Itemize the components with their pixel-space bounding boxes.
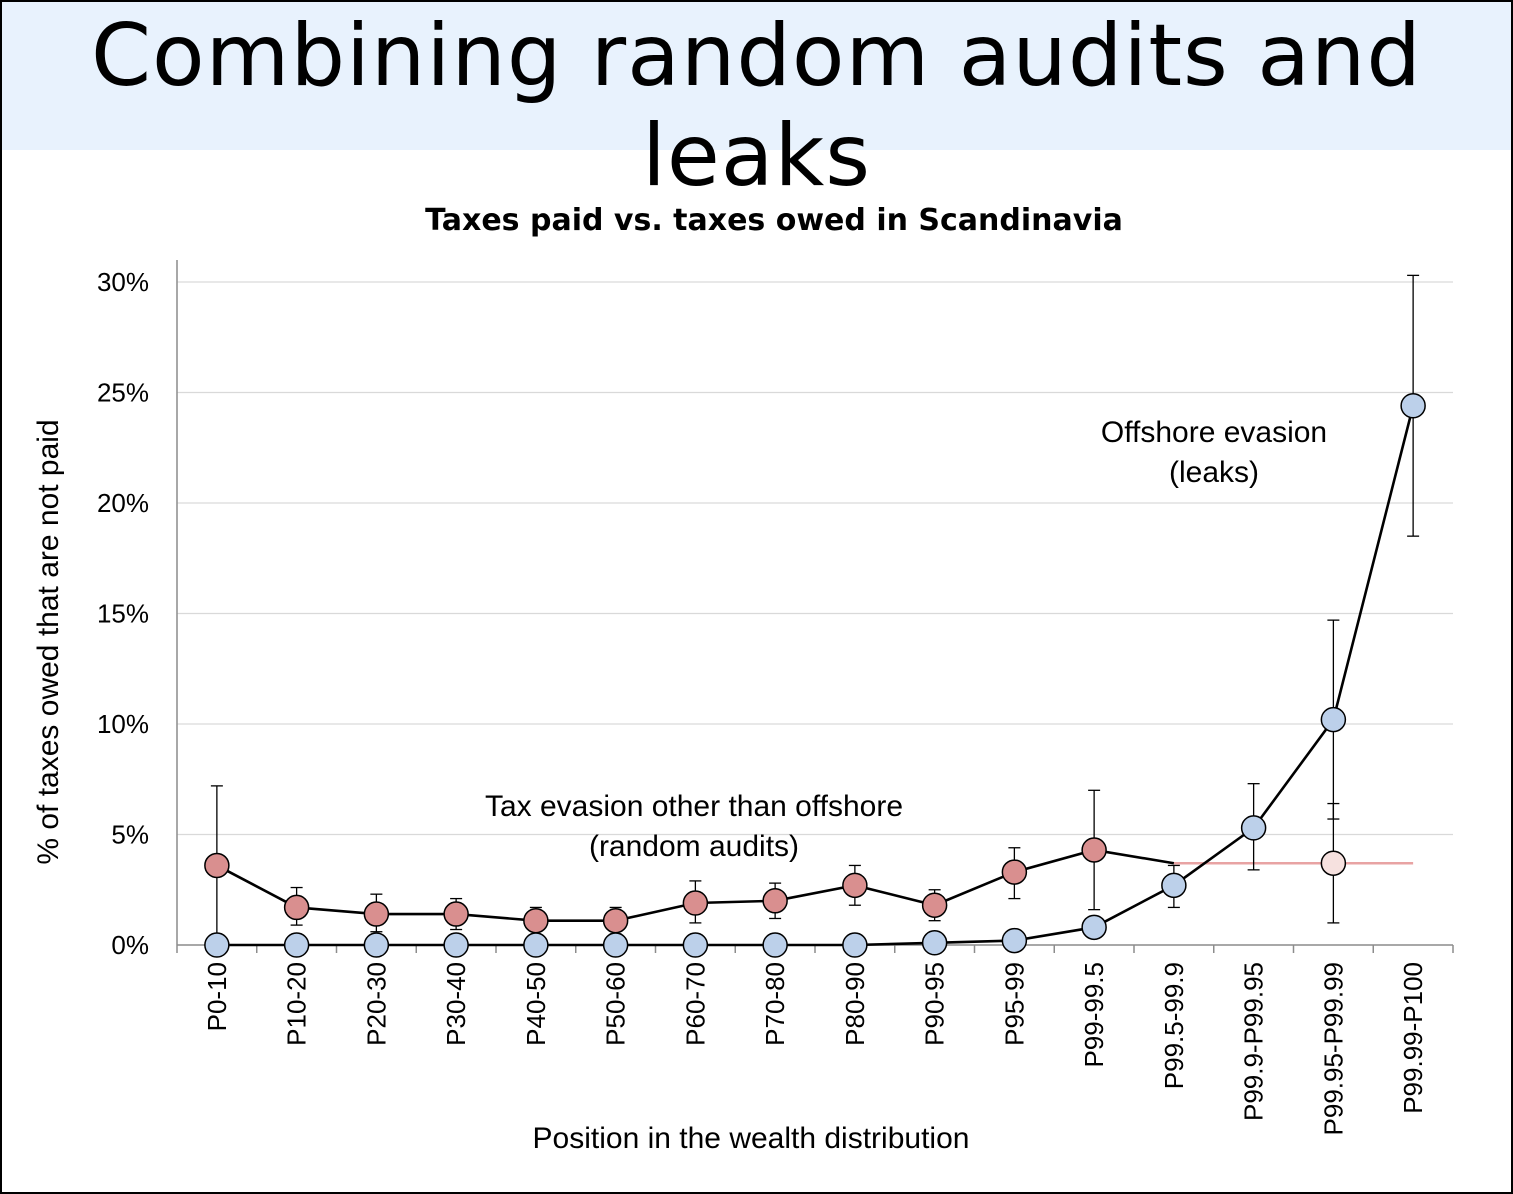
audit-point <box>443 901 469 927</box>
audit-point <box>283 894 310 921</box>
x-tick-label: P90-95 <box>920 962 950 1046</box>
audit-point <box>602 907 629 934</box>
y-axis-label: % of taxes owed that are not paid <box>32 419 65 864</box>
leak-point <box>283 932 310 958</box>
slide-title: Combining random audits and leaks <box>91 6 1422 206</box>
leak-point <box>1320 706 1347 733</box>
x-tick-label: P40-50 <box>521 962 551 1046</box>
leak-point <box>363 932 390 958</box>
y-tick-label: 20% <box>97 488 149 518</box>
y-tick-label: 15% <box>97 599 149 629</box>
audit-reference-point <box>1320 850 1347 876</box>
x-tick-label: P60-70 <box>680 962 710 1046</box>
leaks-annotation: (leaks) <box>1169 456 1259 489</box>
x-tick-label: P99.5-99.9 <box>1159 962 1189 1089</box>
audit-point <box>921 892 948 918</box>
leak-point <box>1161 872 1187 899</box>
x-tick-label: P10-20 <box>282 962 312 1046</box>
leak-point <box>1240 815 1267 841</box>
leak-point <box>1400 393 1426 419</box>
audit-point <box>523 907 549 934</box>
y-tick-label: 30% <box>97 267 149 297</box>
audits-annotation: (random audits) <box>589 830 799 863</box>
audit-point <box>363 901 390 927</box>
x-tick-label: P0-10 <box>202 962 232 1031</box>
labels: 0% 5% 10% 15% 20% 25% 30% P0-10 P10-20 P20-30 P30-… <box>97 267 1428 1135</box>
x-tick-label: P30-40 <box>441 962 471 1046</box>
x-tick-label: P99-99.5 <box>1079 962 1109 1068</box>
leak-point <box>842 932 868 958</box>
leaks-series-line <box>216 405 1415 947</box>
y-tick-label: 25% <box>97 378 149 408</box>
chart-title: Taxes paid vs. taxes owed in Scandinavia <box>425 203 1123 238</box>
leak-point <box>1081 914 1107 941</box>
x-tick-label: P99.9-P99.95 <box>1239 962 1269 1121</box>
audit-point <box>1081 837 1107 863</box>
audit-point <box>1001 859 1028 885</box>
leak-point <box>921 930 948 956</box>
x-tick-label: P95-99 <box>999 962 1029 1046</box>
data-points <box>204 393 1426 958</box>
leak-point <box>762 932 788 958</box>
y-tick-label: 0% <box>111 930 149 960</box>
leak-point <box>523 932 549 958</box>
x-tick-label: P70-80 <box>760 962 790 1046</box>
leaks-annotation: Offshore evasion <box>1101 416 1327 449</box>
x-tick-label: P99.99-P100 <box>1398 962 1428 1114</box>
grid <box>177 281 1453 836</box>
y-tick-label: 10% <box>97 709 149 739</box>
error-bars <box>210 274 1420 946</box>
audit-point <box>682 890 709 916</box>
audit-point <box>762 888 788 914</box>
x-tick-label: P80-90 <box>840 962 870 1046</box>
audit-point <box>204 852 230 879</box>
audits-annotation: Tax evasion other than offshore <box>485 790 903 823</box>
leak-point <box>443 932 469 958</box>
leak-point <box>682 932 709 958</box>
leak-point <box>602 932 629 958</box>
x-tick-label: P50-60 <box>601 962 631 1046</box>
x-axis-label: Position in the wealth distribution <box>533 1122 970 1155</box>
x-tick-label: P99.95-P99.99 <box>1318 962 1348 1135</box>
axes <box>176 260 1454 953</box>
slide-header: Combining random audits and leaks <box>2 2 1511 206</box>
leak-point <box>1001 927 1028 954</box>
audit-point <box>842 872 868 899</box>
y-tick-label: 5% <box>111 820 149 850</box>
x-tick-label: P20-30 <box>361 962 391 1046</box>
leak-point <box>204 932 230 958</box>
